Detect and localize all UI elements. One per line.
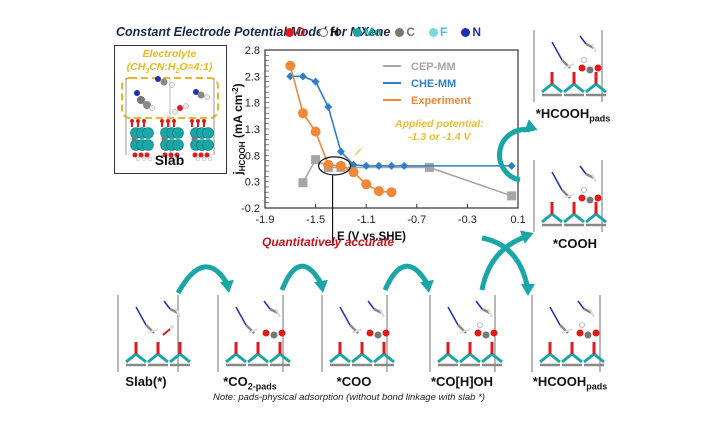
series-line-experiment xyxy=(289,65,392,193)
y-tick-label: 1.3 xyxy=(245,124,260,136)
state-label-subscript: pads xyxy=(589,113,611,124)
applied-potential-annotation: Applied potential: -1.3 or -1.4 V xyxy=(395,118,484,144)
state-label-subscript: 2-pads xyxy=(247,381,277,392)
arrow-down-icon xyxy=(329,244,336,245)
state-label-hcooh-top: *HCOOHpads xyxy=(518,106,628,124)
arrow-head-icon xyxy=(314,279,328,293)
atom-legend-o: O xyxy=(285,25,305,39)
x-tick-label: 0.1 xyxy=(510,214,525,226)
applied-potential-line1: Applied potential: xyxy=(395,118,484,130)
atom-dot-icon xyxy=(353,27,363,37)
legend-experiment: Experiment xyxy=(411,95,471,107)
atom-dot-icon xyxy=(285,27,294,37)
state-label-main: *CO[H]OH xyxy=(430,374,494,389)
slab-panel xyxy=(114,45,227,174)
atom-dot-icon xyxy=(429,27,439,37)
y-tick-label: 2.8 xyxy=(245,45,260,57)
atom-legend-f: F xyxy=(429,25,447,39)
state-label-main: *COO xyxy=(336,374,372,389)
applied-potential-line2: -1.3 or -1.4 V xyxy=(408,131,471,143)
state-label-cooh: *COOH xyxy=(520,236,630,251)
atom-legend-c: C xyxy=(395,25,415,39)
atom-dot-icon xyxy=(319,27,329,37)
y-tick-label: -0.2 xyxy=(241,203,260,215)
slab-label: Slab xyxy=(154,152,185,168)
y-tick-label: 0.8 xyxy=(245,150,260,162)
legend-cep-mm: CEP-MM xyxy=(411,61,456,73)
atom-symbol: H xyxy=(330,25,340,39)
legend-che-mm: CHE-MM xyxy=(411,78,456,90)
state-label-hcooh-bottom: *HCOOHpads xyxy=(515,374,625,392)
arrow-slab-to-co2 xyxy=(175,264,231,295)
x-tick-label: -0.3 xyxy=(458,214,477,226)
state-structure-image xyxy=(117,295,191,372)
state-label-main: *COOH xyxy=(552,236,598,251)
x-tick-label: -0.7 xyxy=(407,214,426,226)
state-label-main: Slab(*) xyxy=(125,374,167,389)
y-tick-label: 0.3 xyxy=(245,177,260,189)
lightning-icon xyxy=(347,139,369,164)
arrow-head-icon xyxy=(220,279,234,293)
state-label-co2: *CO2-pads xyxy=(200,374,300,392)
state-label-subscript: pads xyxy=(586,381,608,392)
x-tick-label: -1.9 xyxy=(256,214,275,226)
state-structure-image xyxy=(217,295,291,372)
y-tick-label: 2.3 xyxy=(245,71,260,83)
electrolyte-ratio: (CH3CN:H2O=4:1) xyxy=(126,61,213,76)
quantitatively-accurate-label: Quantitatively accurate xyxy=(262,235,395,249)
state-structure-image xyxy=(321,295,395,372)
state-structure-image xyxy=(533,30,607,102)
y-axis-label: jHCOOH (mA cm-2) xyxy=(231,83,247,175)
current-density-chart: -0.2 0.3 0.8 1.3 1.8 2.3 2.8 -1.9 -1.5 -1.1 -0.7 -0… xyxy=(231,45,526,245)
footnote: Note: pads-physical adsorption (without … xyxy=(213,392,485,403)
atom-dot-icon xyxy=(395,27,405,37)
atom-dot-icon xyxy=(461,27,471,37)
state-label-coo: *COO xyxy=(304,374,404,389)
state-label-main: *HCOOH xyxy=(532,374,587,389)
arrow-head-icon xyxy=(420,279,434,293)
atom-symbol: O xyxy=(296,25,306,39)
slab-structure-image xyxy=(121,76,219,162)
atom-legend-h: H xyxy=(319,25,339,39)
arrow-coo-to-cohoh xyxy=(382,263,431,292)
x-tick-label: -1.5 xyxy=(306,214,325,226)
highlight-ellipse xyxy=(317,156,352,176)
atom-legend: O H Mo C F N xyxy=(285,25,481,39)
atom-symbol: N xyxy=(472,25,482,39)
state-label-main: *CO xyxy=(223,374,248,389)
y-tick-label: 1.8 xyxy=(245,98,260,110)
atom-symbol: Mo xyxy=(364,25,382,39)
state-label-main: *HCOOH xyxy=(535,106,590,121)
atom-legend-n: N xyxy=(461,25,481,39)
arrow-co2-to-coo xyxy=(279,263,325,291)
x-axis-label: E (V vs.SHE) xyxy=(337,231,406,243)
atom-symbol: F xyxy=(440,25,448,39)
state-structure-image xyxy=(533,160,607,232)
arrow-head-icon xyxy=(521,284,535,296)
state-structure-image xyxy=(531,295,605,372)
state-label-cohoh: *CO[H]OH xyxy=(412,374,512,389)
x-tick-label: -1.1 xyxy=(357,214,376,226)
state-structure-image xyxy=(429,295,503,372)
electrolyte-title: Electrolyte (CH3CN:H2O=4:1) xyxy=(114,48,225,78)
state-label-slab: Slab(*) xyxy=(96,374,196,389)
atom-legend-mo: Mo xyxy=(353,25,381,39)
atom-symbol: C xyxy=(406,25,416,39)
electrolyte-label: Electrolyte xyxy=(142,48,197,60)
